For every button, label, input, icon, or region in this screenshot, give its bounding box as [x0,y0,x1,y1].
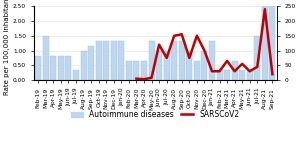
Bar [224,70,230,80]
Bar [111,41,117,80]
Bar [239,70,245,80]
Bar [254,36,260,80]
Bar [194,61,200,80]
Bar [134,61,140,80]
Bar [269,6,275,80]
Bar [103,41,109,80]
Bar [262,6,268,80]
Bar [179,41,185,80]
Bar [35,56,41,80]
Bar [217,70,223,80]
Bar [73,70,79,80]
Bar [126,61,132,80]
Bar [141,61,147,80]
Bar [65,56,71,80]
Bar [171,41,177,80]
Bar [164,51,170,80]
Bar [58,56,64,80]
Bar [148,41,154,80]
Bar [186,51,192,80]
Bar [88,46,94,80]
Bar [96,41,102,80]
Bar [247,70,253,80]
Bar [80,51,87,80]
Bar [232,61,238,80]
Bar [209,41,215,80]
Bar [156,51,162,80]
Bar [50,56,56,80]
Y-axis label: Rate per 100,000 inhabitants: Rate per 100,000 inhabitants [4,0,10,95]
Bar [201,51,207,80]
Legend: Autoimmune diseases, SARSCoV2: Autoimmune diseases, SARSCoV2 [68,107,242,122]
Bar [118,41,124,80]
Bar [43,36,49,80]
